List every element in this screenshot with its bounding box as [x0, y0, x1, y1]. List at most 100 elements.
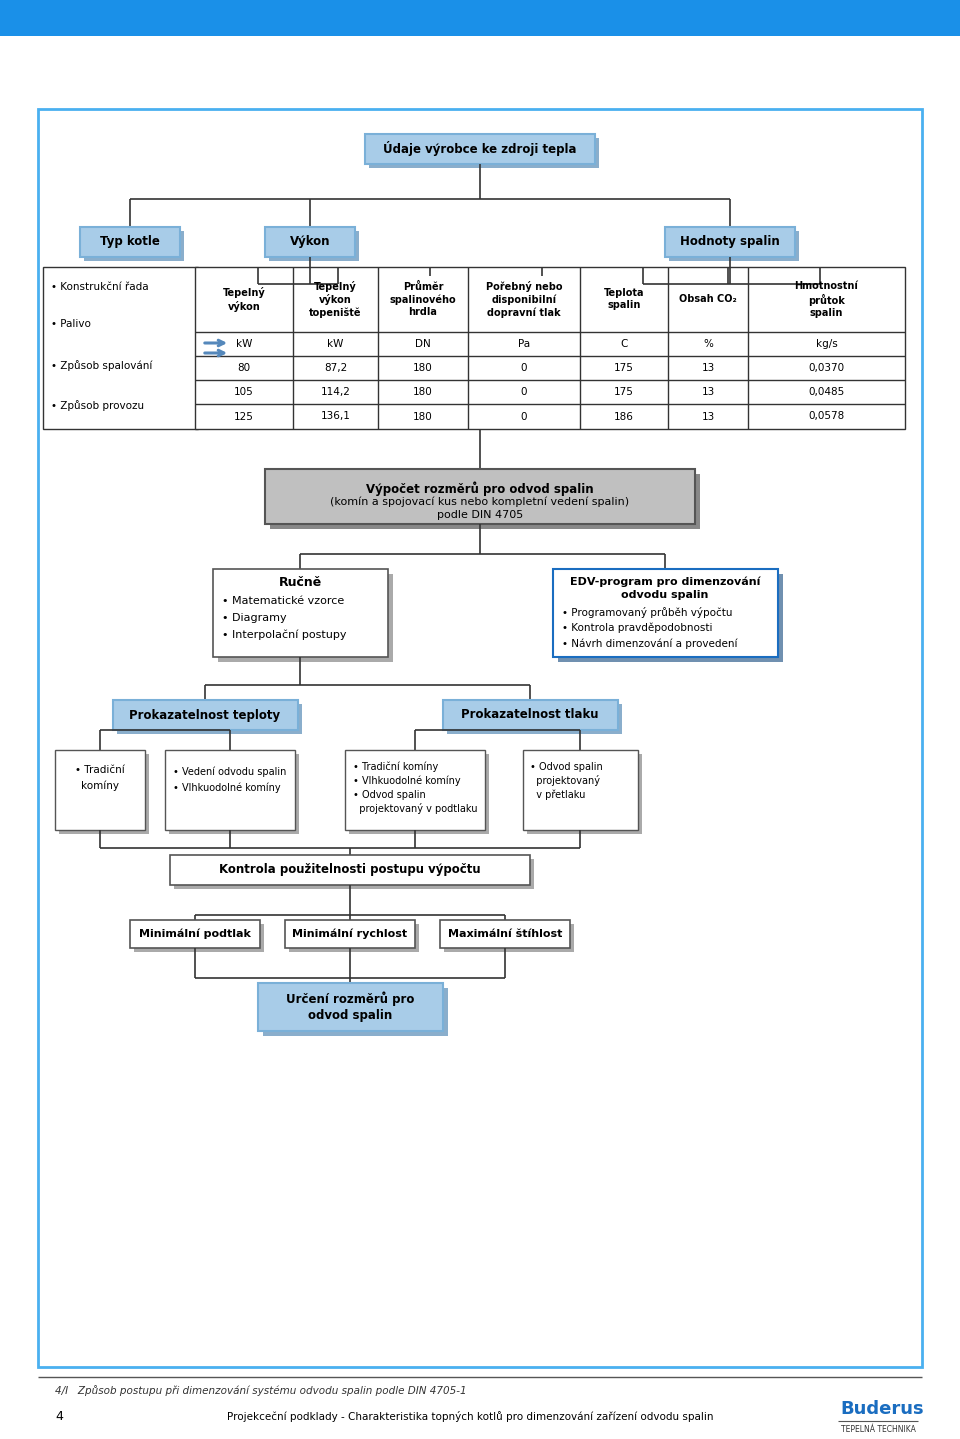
Bar — [265, 227, 355, 258]
Bar — [265, 469, 695, 524]
Text: Pa: Pa — [518, 340, 530, 350]
Bar — [369, 138, 599, 168]
Text: Tepelný
výkon: Tepelný výkon — [223, 288, 265, 312]
Text: 175: 175 — [614, 387, 634, 397]
Bar — [134, 924, 264, 953]
Bar — [270, 473, 700, 530]
Bar — [43, 268, 198, 429]
Text: Údaje výrobce ke zdroji tepla: Údaje výrobce ke zdroji tepla — [383, 141, 577, 157]
Bar — [522, 750, 637, 830]
Bar — [669, 232, 799, 260]
Bar — [174, 859, 534, 889]
Text: %: % — [703, 340, 713, 350]
Bar — [80, 227, 180, 258]
Text: 13: 13 — [702, 412, 714, 422]
Text: Typ kotle: Typ kotle — [100, 236, 160, 249]
Bar — [59, 754, 149, 835]
Bar — [349, 754, 489, 835]
Text: • Odvod spalin: • Odvod spalin — [353, 790, 425, 800]
Text: odvod spalin: odvod spalin — [308, 1009, 392, 1022]
Text: Projekceční podklady - Charakteristika topných kotlů pro dimenzování zařízení od: Projekceční podklady - Charakteristika t… — [227, 1412, 713, 1423]
Text: kg/s: kg/s — [816, 340, 837, 350]
Text: • Matematické vzorce: • Matematické vzorce — [223, 596, 345, 606]
Text: • Kontrola pravděpodobnosti: • Kontrola pravděpodobnosti — [563, 623, 713, 633]
Text: • Vlhkuodolné komíny: • Vlhkuodolné komíny — [173, 783, 280, 793]
Bar — [169, 754, 299, 835]
Text: TEPELNÁ TECHNIKA: TEPELNÁ TECHNIKA — [841, 1425, 916, 1433]
Text: • Tradiční komíny: • Tradiční komíny — [353, 761, 439, 773]
Text: Minimální podtlak: Minimální podtlak — [139, 928, 251, 940]
Text: 0: 0 — [520, 412, 527, 422]
Text: • Palivo: • Palivo — [51, 319, 91, 330]
Bar — [444, 924, 574, 953]
Text: 0,0485: 0,0485 — [808, 387, 845, 397]
Text: Tepelný
výkon
topeniště: Tepelný výkon topeniště — [309, 281, 362, 318]
Bar — [558, 574, 782, 662]
Text: 4: 4 — [55, 1410, 62, 1423]
Text: projektovaný: projektovaný — [531, 776, 601, 787]
Bar — [285, 920, 415, 948]
Text: EDV-program pro dimenzování: EDV-program pro dimenzování — [570, 577, 760, 587]
Text: Pořebný nebo
disponibilní
dopravní tlak: Pořebný nebo disponibilní dopravní tlak — [486, 282, 563, 318]
Bar — [365, 134, 595, 164]
Text: 114,2: 114,2 — [321, 387, 350, 397]
Text: • Vlhkuodolné komíny: • Vlhkuodolné komíny — [353, 776, 461, 786]
Text: Ručně: Ručně — [278, 576, 322, 589]
Text: 1 Základy: 1 Základy — [18, 9, 125, 27]
Text: Průměr
spalinového
hrdla: Průměr spalinového hrdla — [390, 282, 456, 317]
Text: 4/I   Způsob postupu při dimenzování systému odvodu spalin podle DIN 4705-1: 4/I Způsob postupu při dimenzování systé… — [55, 1386, 467, 1396]
Text: kW: kW — [327, 340, 344, 350]
Text: 125: 125 — [234, 412, 254, 422]
Text: Kontrola použitelnosti postupu výpočtu: Kontrola použitelnosti postupu výpočtu — [219, 863, 481, 876]
Text: Prokazatelnost tlaku: Prokazatelnost tlaku — [461, 708, 599, 721]
Text: komíny: komíny — [81, 781, 119, 791]
Bar — [84, 232, 184, 260]
Text: • Konstrukční řada: • Konstrukční řada — [51, 282, 149, 292]
Text: Teplota
spalin: Teplota spalin — [604, 288, 644, 311]
Text: 136,1: 136,1 — [321, 412, 350, 422]
Bar — [112, 699, 298, 730]
Text: 13: 13 — [702, 363, 714, 373]
Bar — [665, 227, 795, 258]
Bar — [345, 750, 485, 830]
Text: Buderus: Buderus — [840, 1400, 924, 1417]
Bar — [218, 574, 393, 662]
Text: • Interpolační postupy: • Interpolační postupy — [223, 630, 347, 640]
Bar — [526, 754, 641, 835]
Text: Výkon: Výkon — [290, 236, 330, 249]
Bar — [55, 750, 145, 830]
Bar — [269, 232, 359, 260]
Text: • Způsob spalování: • Způsob spalování — [51, 361, 153, 371]
Text: Hmotnostní
průtok
spalin: Hmotnostní průtok spalin — [795, 281, 858, 318]
Text: Minimální rychlost: Minimální rychlost — [293, 928, 408, 940]
Bar — [38, 109, 922, 1367]
Text: Maximální štíhlost: Maximální štíhlost — [447, 930, 563, 940]
Text: • Tradiční: • Tradiční — [75, 766, 125, 776]
Text: • Způsob provozu: • Způsob provozu — [51, 400, 144, 412]
Text: 180: 180 — [413, 412, 433, 422]
Text: 175: 175 — [614, 363, 634, 373]
Text: • Vedení odvodu spalin: • Vedení odvodu spalin — [173, 767, 286, 777]
Text: v přetlaku: v přetlaku — [531, 790, 586, 800]
Text: 180: 180 — [413, 363, 433, 373]
Bar — [440, 920, 570, 948]
Bar — [262, 989, 447, 1036]
Text: 13: 13 — [702, 387, 714, 397]
Text: 105: 105 — [234, 387, 253, 397]
Bar — [195, 268, 905, 429]
Bar — [116, 704, 301, 734]
Bar — [443, 699, 617, 730]
Bar — [212, 568, 388, 658]
Text: kW: kW — [236, 340, 252, 350]
Text: • Diagramy: • Diagramy — [223, 613, 287, 623]
Text: odvodu spalin: odvodu spalin — [621, 590, 708, 600]
Text: • Návrh dimenzování a provedení: • Návrh dimenzování a provedení — [563, 639, 738, 649]
Text: 87,2: 87,2 — [324, 363, 348, 373]
Text: projektovaný v podtlaku: projektovaný v podtlaku — [353, 803, 477, 814]
Bar — [553, 568, 778, 658]
Text: C: C — [620, 340, 628, 350]
Bar — [170, 855, 530, 885]
Text: Určení rozměrů pro: Určení rozměrů pro — [286, 991, 414, 1006]
Text: 0,0578: 0,0578 — [808, 412, 845, 422]
Bar — [0, 0, 960, 36]
